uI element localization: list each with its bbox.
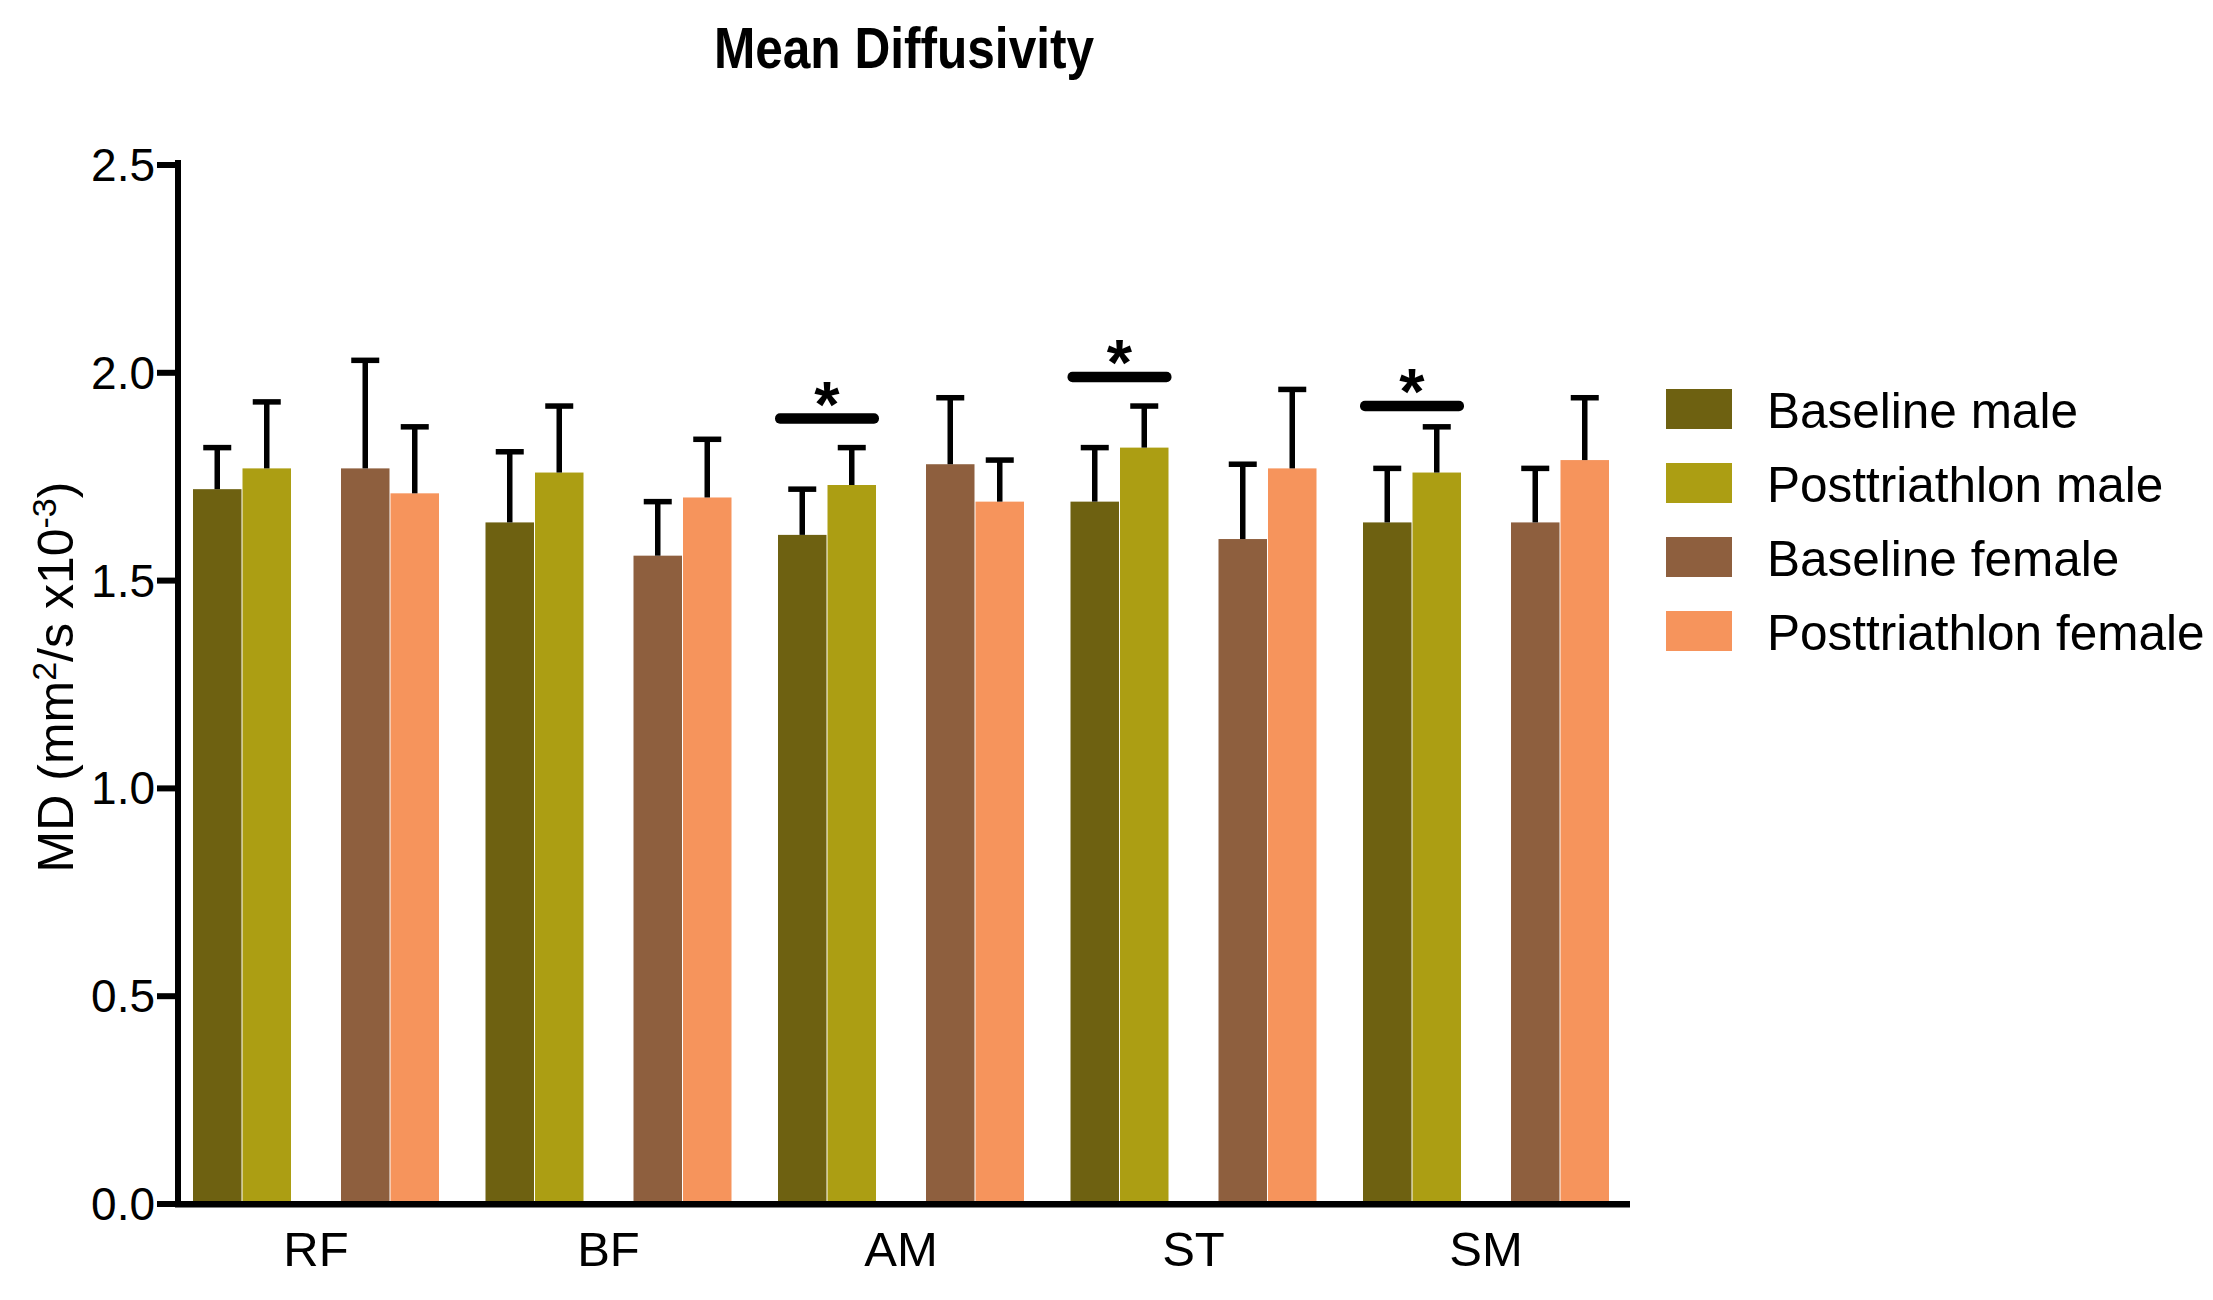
error-bar-line	[363, 360, 369, 468]
x-category-label: ST	[1162, 1222, 1225, 1276]
error-bar-line	[1092, 448, 1098, 502]
y-tick-label: 1.0	[91, 762, 155, 814]
bar-st-series1	[1120, 448, 1169, 1204]
bar-am-series2	[926, 464, 975, 1204]
significance-asterisk-st: *	[1107, 326, 1133, 399]
error-bar-line	[849, 448, 855, 485]
y-tick-label: 1.5	[91, 555, 155, 607]
error-bar-cap	[1571, 395, 1599, 401]
bar-bf-series1	[535, 473, 584, 1204]
error-bar-line	[412, 427, 418, 493]
chart-title: Mean Diffusivity	[714, 17, 1094, 80]
bar-sm-series0	[1363, 522, 1412, 1204]
chart-canvas: Mean Diffusivity MD (mm2/s x10-3) RF BF AM…	[0, 0, 2213, 1300]
error-bar-line	[997, 460, 1003, 502]
error-bar-cap	[1081, 445, 1109, 451]
error-bar-cap	[496, 449, 524, 455]
bar-st-series0	[1071, 502, 1120, 1204]
error-bar-line	[705, 439, 711, 497]
error-bar-line	[215, 448, 221, 490]
error-bar-cap	[1373, 466, 1401, 472]
x-category-label: AM	[864, 1222, 938, 1276]
error-bar-line	[655, 502, 661, 556]
error-bar-cap	[788, 486, 816, 492]
error-bar-line	[1240, 464, 1246, 539]
y-tick-label: 2.5	[91, 139, 155, 191]
error-bar-cap	[644, 499, 672, 505]
significance-asterisk-sm: *	[1399, 355, 1425, 428]
bar-rf-series3	[391, 493, 440, 1204]
bar-rf-series0	[193, 489, 242, 1204]
bar-bf-series3	[683, 497, 732, 1204]
legend-label-posttriathlon-male: Posttriathlon male	[1767, 457, 2163, 512]
error-bar-cap	[203, 445, 231, 451]
legend-label-posttriathlon-female: Posttriathlon female	[1767, 605, 2204, 660]
bar-bf-series2	[634, 556, 683, 1204]
bar-sm-series3	[1561, 460, 1610, 1204]
error-bar-line	[1582, 398, 1588, 460]
error-bar-line	[1434, 427, 1440, 473]
mean-diffusivity-bar-chart: Mean Diffusivity MD (mm2/s x10-3) RF BF AM…	[0, 0, 2213, 1300]
x-category-label: SM	[1449, 1222, 1523, 1276]
error-bar-line	[948, 398, 954, 464]
error-bar-cap	[401, 424, 429, 430]
bar-st-series2	[1219, 539, 1268, 1204]
significance-asterisk-am: *	[814, 368, 840, 441]
legend-label-baseline-male: Baseline male	[1767, 383, 2078, 438]
legend: Baseline male Posttriathlon male Baselin…	[1666, 383, 2204, 660]
bar-am-series1	[828, 485, 877, 1204]
bar-rf-series2	[341, 468, 390, 1204]
y-axis-line	[175, 160, 181, 1207]
y-axis-label: MD (mm2/s x10-3)	[25, 482, 84, 873]
error-bar-line	[264, 402, 270, 468]
error-bar-cap	[986, 457, 1014, 463]
error-bar-cap	[545, 403, 573, 409]
error-bar-line	[1385, 468, 1391, 522]
y-tick	[157, 993, 175, 999]
error-bar-line	[1142, 406, 1148, 448]
y-tick	[157, 370, 175, 376]
y-tick	[157, 162, 175, 168]
bar-am-series3	[976, 502, 1025, 1204]
x-axis-line	[175, 1201, 1630, 1208]
legend-swatch-baseline-female	[1666, 537, 1732, 577]
error-bar-line	[800, 489, 806, 535]
error-bar-cap	[1229, 461, 1257, 467]
y-tick-label: 0.5	[91, 970, 155, 1022]
x-category-label: RF	[283, 1222, 348, 1276]
error-bar-cap	[1278, 387, 1306, 393]
error-bar-line	[557, 406, 563, 472]
legend-swatch-baseline-male	[1666, 389, 1732, 429]
bar-sm-series2	[1511, 522, 1560, 1204]
legend-label-baseline-female: Baseline female	[1767, 531, 2119, 586]
error-bar-line	[1290, 389, 1296, 468]
bar-st-series3	[1268, 468, 1317, 1204]
bar-bf-series0	[486, 522, 535, 1204]
y-tick	[157, 578, 175, 584]
bar-rf-series1	[243, 468, 292, 1204]
y-tick	[157, 1201, 175, 1207]
x-category-label: BF	[577, 1222, 640, 1276]
legend-swatch-posttriathlon-female	[1666, 611, 1732, 651]
error-bar-line	[507, 452, 513, 523]
error-bar-cap	[1423, 424, 1451, 430]
error-bar-cap	[1130, 403, 1158, 409]
y-tick-label: 2.0	[91, 347, 155, 399]
bar-sm-series1	[1413, 473, 1462, 1204]
error-bar-cap	[351, 358, 379, 364]
error-bar-cap	[693, 437, 721, 443]
error-bar-cap	[936, 395, 964, 401]
y-tick	[157, 785, 175, 791]
error-bar-cap	[1521, 466, 1549, 472]
bar-am-series0	[778, 535, 827, 1204]
y-tick-label: 0.0	[91, 1178, 155, 1230]
plot-area: RF BF AM ST SM 0.0 0.5 1.0 1.5 2.0 2.5 * * *	[91, 139, 1630, 1276]
error-bar-cap	[838, 445, 866, 451]
error-bar-cap	[253, 399, 281, 405]
legend-swatch-posttriathlon-male	[1666, 463, 1732, 503]
error-bar-line	[1533, 468, 1539, 522]
